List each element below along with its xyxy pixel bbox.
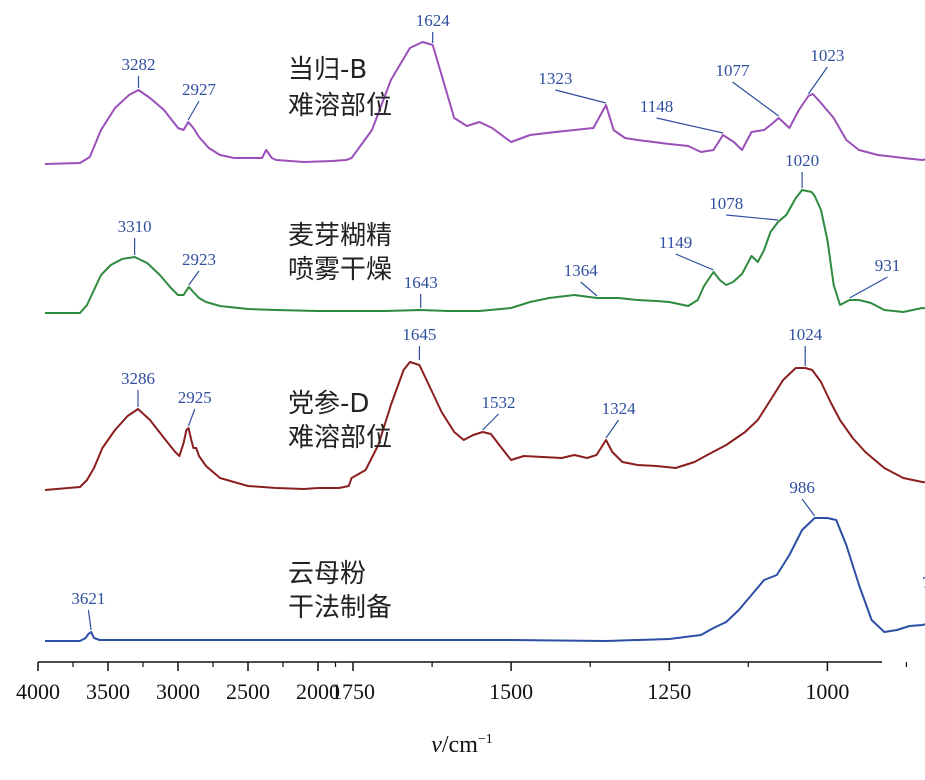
x-axis-ticks: 4000350030002500200017501500125010007505… bbox=[16, 662, 908, 704]
peak-label: 3282 bbox=[122, 55, 156, 74]
peak-leader-line bbox=[87, 609, 92, 631]
peak-label: 3286 bbox=[121, 369, 155, 388]
peak-label: 2923 bbox=[182, 250, 216, 269]
series-label-dangshen-d-line1: 党参-D bbox=[288, 389, 369, 419]
peak-label: 1645 bbox=[402, 325, 436, 344]
x-tick-label: 2500 bbox=[226, 679, 270, 704]
x-tick-label: 1750 bbox=[331, 679, 375, 704]
peak-label: 1024 bbox=[788, 325, 823, 344]
x-axis-unit-exponent: −1 bbox=[478, 732, 493, 747]
x-axis-unit: /cm bbox=[442, 732, 478, 758]
peak-label: 2927 bbox=[182, 80, 217, 99]
peak-leader-line bbox=[187, 100, 200, 121]
peak-leader-line bbox=[482, 413, 499, 431]
peak-leader-line bbox=[726, 214, 779, 221]
peak-label: 2925 bbox=[178, 388, 212, 407]
x-tick-label: 1500 bbox=[489, 679, 533, 704]
series-label-danggui-b-line1: 当归-B bbox=[288, 55, 367, 85]
series-names: 当归-B 难溶部位 麦芽糊精 喷雾干燥 党参-D 难溶部位 云母粉 干法制备 bbox=[288, 55, 392, 623]
peak-label: 1078 bbox=[709, 194, 743, 213]
peak-label: 798 bbox=[922, 573, 925, 592]
series-label-mica-line1: 云母粉 bbox=[288, 559, 366, 589]
x-tick-label: 1250 bbox=[647, 679, 691, 704]
peak-label: 3310 bbox=[118, 217, 152, 236]
x-tick-label: 1000 bbox=[805, 679, 849, 704]
peak-leader-line bbox=[732, 81, 780, 117]
series-label-dangshen-d-line2: 难溶部位 bbox=[288, 423, 392, 453]
series-label-danggui-b-line2: 难溶部位 bbox=[288, 91, 392, 121]
series-line-1 bbox=[45, 189, 925, 314]
series-line-3 bbox=[45, 517, 925, 642]
peak-leader-line bbox=[656, 117, 724, 134]
peak-leader-line bbox=[555, 89, 607, 104]
series-label-maltodextrin-line1: 麦芽糊精 bbox=[288, 221, 392, 251]
peak-leader-line bbox=[188, 270, 200, 286]
series-label-mica-line2: 干法制备 bbox=[288, 593, 392, 623]
series-layer bbox=[44, 41, 925, 642]
peak-label: 3621 bbox=[71, 589, 105, 608]
peak-label: 1643 bbox=[404, 273, 438, 292]
series-line-2 bbox=[44, 361, 925, 491]
peak-label: 1532 bbox=[482, 393, 516, 412]
peak-label: 1364 bbox=[564, 261, 599, 280]
x-axis-variable: ν bbox=[431, 732, 442, 758]
peak-label-layer: 3282292716241323114810771023762573331029… bbox=[71, 11, 925, 631]
peak-label: 1148 bbox=[640, 97, 673, 116]
peak-label: 931 bbox=[875, 256, 901, 275]
peak-leader-line bbox=[605, 419, 620, 439]
peak-label: 1023 bbox=[810, 46, 844, 65]
x-axis-title: ν/cm−1 bbox=[431, 732, 493, 758]
peak-label: 1149 bbox=[659, 233, 692, 252]
x-tick-label: 3000 bbox=[156, 679, 200, 704]
series-line-0 bbox=[44, 41, 925, 165]
peak-leader-line bbox=[580, 281, 598, 297]
peak-label: 1624 bbox=[416, 11, 451, 30]
peak-leader-line bbox=[187, 408, 196, 427]
peak-label: 1020 bbox=[785, 151, 819, 170]
peak-label: 1323 bbox=[538, 69, 572, 88]
x-tick-label: 2000 bbox=[296, 679, 340, 704]
peak-label: 1324 bbox=[602, 399, 637, 418]
peak-label: 986 bbox=[789, 478, 815, 497]
series-label-maltodextrin-line2: 喷雾干燥 bbox=[288, 255, 392, 285]
x-tick-label: 3500 bbox=[86, 679, 130, 704]
x-tick-label: 4000 bbox=[16, 679, 60, 704]
peak-leader-line bbox=[849, 276, 888, 299]
peak-label: 1077 bbox=[716, 61, 751, 80]
peak-leader-line bbox=[801, 498, 816, 517]
peak-leader-line bbox=[675, 253, 714, 271]
peak-leader-line bbox=[807, 66, 828, 95]
